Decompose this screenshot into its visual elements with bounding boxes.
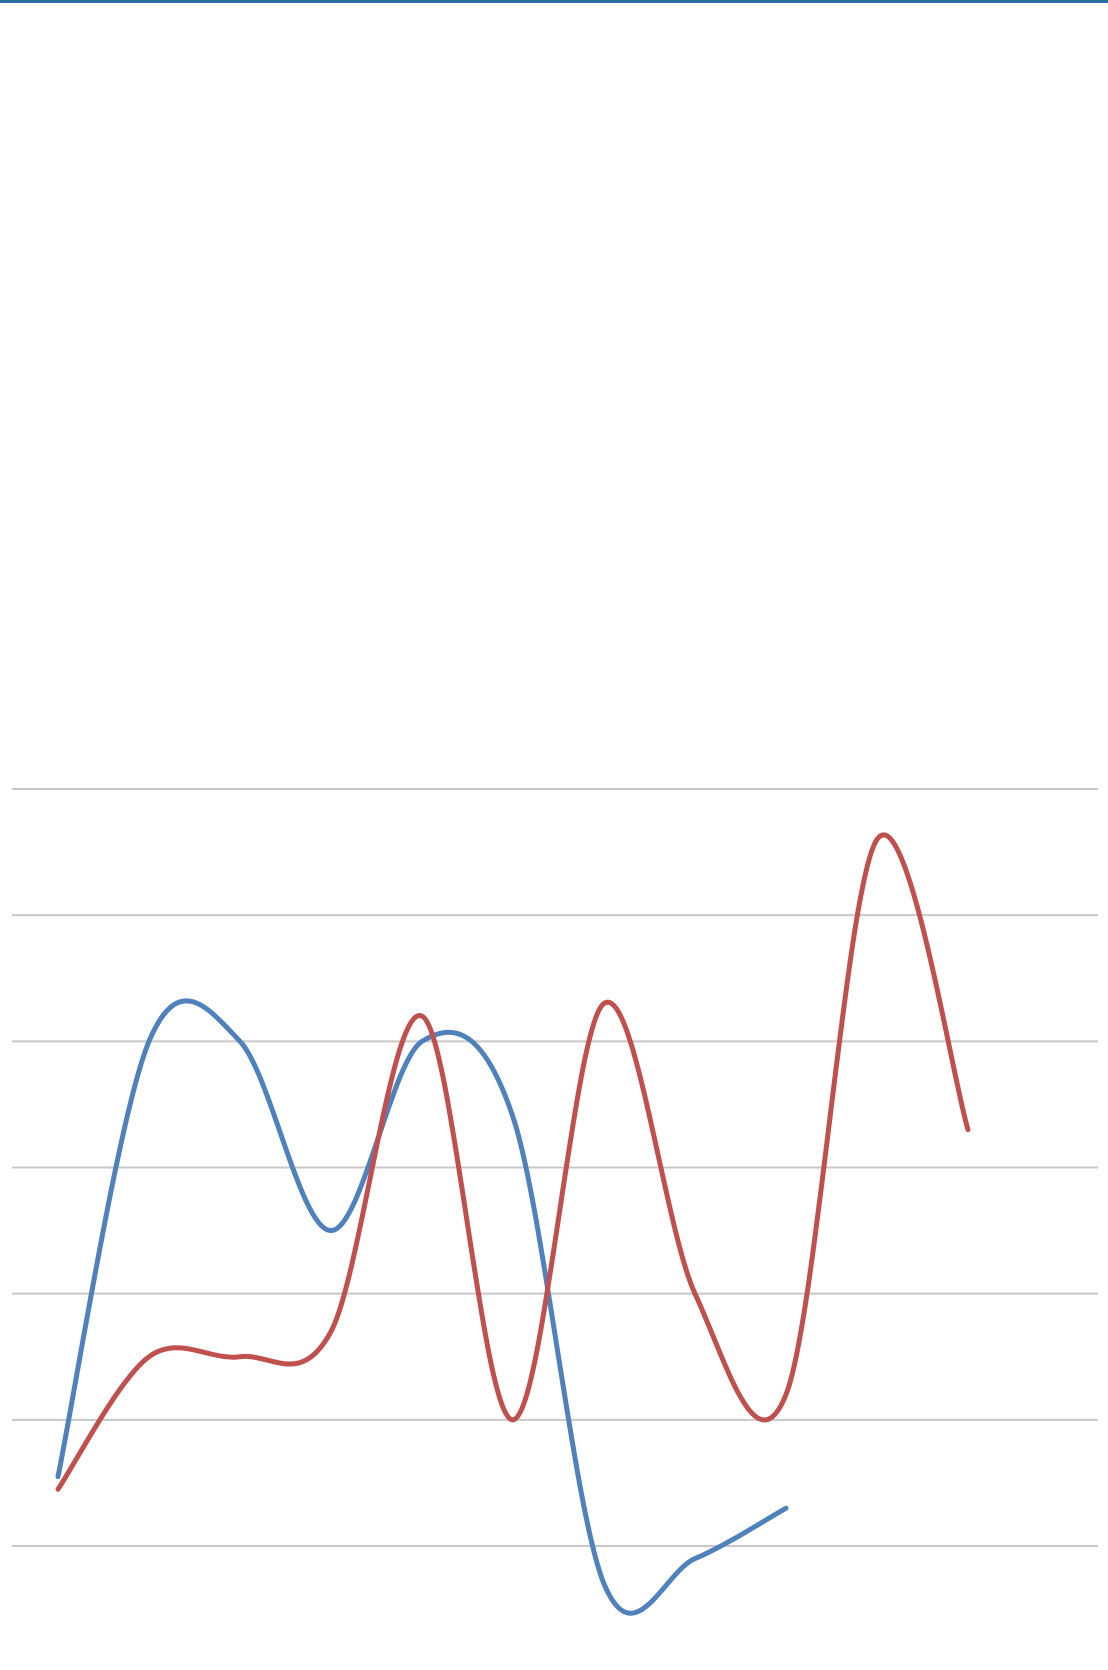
header-rule xyxy=(0,0,1108,3)
series-line-1 xyxy=(55,998,789,1616)
series-line-2 xyxy=(55,832,971,1492)
